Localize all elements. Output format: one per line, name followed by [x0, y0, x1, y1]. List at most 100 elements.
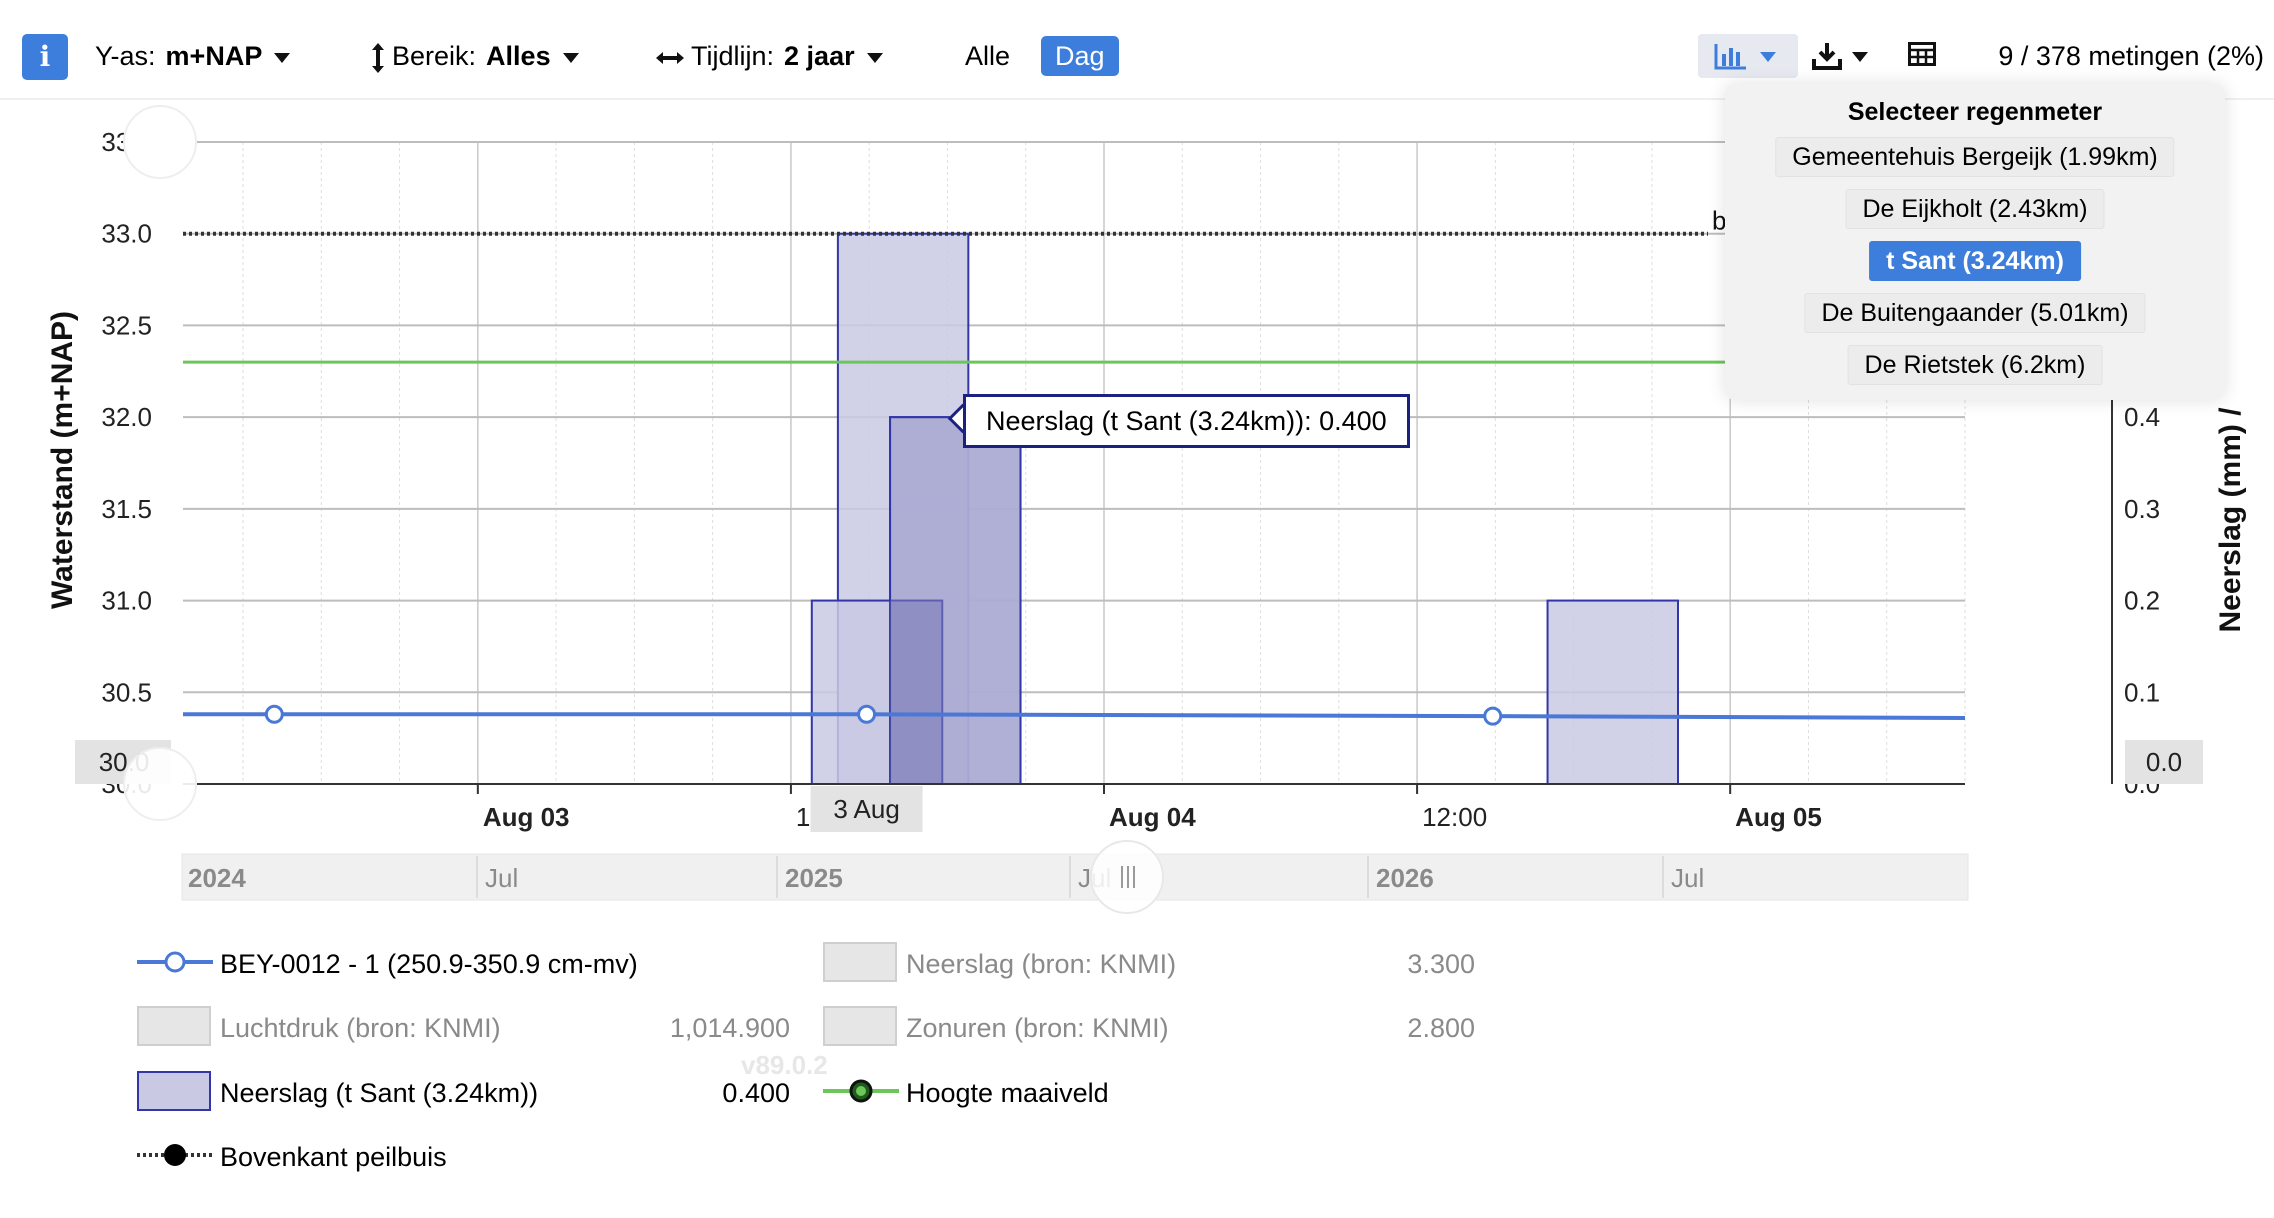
y2-tick-label: 0.0: [2124, 769, 2160, 799]
tijdlijn-label: Tijdlijn:: [691, 41, 775, 71]
legend-item[interactable]: Luchtdruk (bron: KNMI): [220, 1013, 501, 1043]
tooltip: Neerslag (t Sant (3.24km)): 0.400: [963, 394, 1410, 448]
bereik-select[interactable]: Bereik: Alles: [370, 34, 579, 78]
navigator-label: 2025: [785, 863, 843, 893]
y2-axis-title: Neerslag (mm) /: [2214, 407, 2247, 633]
waterstand-marker: [1483, 706, 1503, 726]
tijdlijn-value: 2 jaar: [784, 41, 855, 71]
rain-bar-overlap: [890, 600, 943, 784]
crosshair-x-label: 3 Aug: [833, 794, 900, 824]
y2-tick-label: 0.4: [2124, 402, 2160, 432]
y-tick-label: 30.5: [101, 677, 152, 707]
navigator-label: Jul: [485, 863, 518, 893]
chevron-down-icon: [1852, 52, 1868, 62]
legend-symbol[interactable]: [823, 1004, 899, 1048]
rain-bar-highlight: [889, 416, 1022, 785]
navigator-label: 2026: [1376, 863, 1434, 893]
x-tick-label: Aug 04: [1109, 802, 1196, 832]
y-zoom-handle-top[interactable]: [123, 105, 197, 179]
yaxis-value: m+NAP: [165, 41, 263, 71]
dropdown-item[interactable]: t Sant (3.24km): [1869, 241, 2081, 281]
rain-bar: [810, 599, 944, 785]
y-tick-label: 32.0: [101, 402, 152, 432]
waterstand-line: [183, 712, 1966, 720]
info-icon: i: [39, 40, 51, 73]
y-tick-label: 31.0: [101, 586, 152, 616]
series-lines: b: [183, 206, 1966, 726]
legend-symbol[interactable]: [823, 940, 899, 984]
measurement-count: 9 / 378 metingen (2%): [1998, 41, 2264, 71]
download-button[interactable]: [1810, 34, 1880, 78]
y2-tick-label: 0.1: [2124, 677, 2160, 707]
grip-icon: [1121, 866, 1135, 888]
crosshair-y2-label: 0.0: [2146, 747, 2182, 777]
bereik-value: Alles: [486, 41, 551, 71]
navigator[interactable]: 2024 Jul 2025 Jul 2026 Jul: [181, 840, 1969, 914]
legend-item[interactable]: BEY-0012 - 1 (250.9-350.9 cm-mv): [220, 949, 638, 979]
legend-value: 0.400: [722, 1078, 790, 1108]
legend-item[interactable]: Zonuren (bron: KNMI): [906, 1013, 1169, 1043]
rain-gauge-dropdown: Selecteer regenmeter Gemeentehuis Bergei…: [1725, 84, 2225, 400]
table-icon: [1908, 42, 1936, 66]
waterstand-marker: [264, 704, 284, 724]
legend-item[interactable]: Neerslag (bron: KNMI): [906, 949, 1177, 979]
y-tick-label: 32.5: [101, 310, 152, 340]
legend-item[interactable]: Neerslag (t Sant (3.24km)): [220, 1078, 539, 1108]
table-button[interactable]: [1908, 42, 1938, 70]
x-tick-label: Aug 05: [1735, 802, 1822, 832]
rain-bar: [1546, 599, 1680, 785]
legend-item[interactable]: Hoogte maaiveld: [906, 1078, 1109, 1108]
dropdown-item[interactable]: Gemeentehuis Bergeijk (1.99km): [1775, 137, 2175, 177]
dropdown-item[interactable]: De Rietstek (6.2km): [1847, 345, 2103, 385]
legend-symbol[interactable]: [137, 1133, 213, 1177]
toolbar: i Y-as: m+NAP Bereik: Alles Tijdlijn: 2 jaa…: [0, 0, 2274, 100]
y-tick-label: 31.5: [101, 494, 152, 524]
vertical-arrows-icon: [372, 42, 384, 73]
grid: [183, 141, 1966, 785]
legend-item[interactable]: Bovenkant peilbuis: [220, 1142, 447, 1172]
bar-chart-icon: [1714, 44, 1746, 70]
chart-type-button[interactable]: [1698, 34, 1798, 78]
info-button[interactable]: i: [22, 34, 68, 80]
navigator-track: [181, 853, 1969, 901]
dropdown-item[interactable]: De Eijkholt (2.43km): [1845, 189, 2105, 229]
yaxis-select[interactable]: Y-as: m+NAP: [95, 34, 291, 78]
legend-symbol[interactable]: [137, 1069, 213, 1113]
alle-button[interactable]: Alle: [965, 41, 1011, 71]
legend-value: 2.800: [1407, 1013, 1475, 1043]
legend-symbol[interactable]: [823, 1069, 899, 1113]
dropdown-title: Selecteer regenmeter: [1847, 98, 2103, 126]
y-axis-title: Waterstand (m+NAP): [46, 311, 79, 609]
y2-tick-label: 0.2: [2124, 586, 2160, 616]
legend-value: 3.300: [1407, 949, 1475, 979]
dag-button[interactable]: Dag: [1041, 36, 1119, 76]
version-label: v89.0.2: [741, 1050, 828, 1080]
x-tick-label: Aug 03: [483, 802, 570, 832]
navigator-label: Jul: [1671, 863, 1704, 893]
navigator-label: 2024: [188, 863, 246, 893]
chevron-down-icon: [866, 52, 883, 63]
yaxis-label: Y-as:: [95, 41, 156, 71]
y-zoom-handle-bottom[interactable]: [123, 747, 197, 821]
dropdown-item[interactable]: De Buitengaander (5.01km): [1804, 293, 2146, 333]
chevron-down-icon: [274, 52, 291, 63]
chevron-down-icon: [1760, 52, 1776, 62]
legend-value: 1,014.900: [669, 1013, 790, 1043]
crosshair-y2-label-bg: [2125, 740, 2203, 784]
rain-bar: [836, 232, 970, 785]
horizontal-arrows-icon: [656, 51, 684, 64]
crosshair-y-label-bg: [75, 740, 171, 784]
navigator-handle[interactable]: [1090, 840, 1164, 914]
legend-symbol[interactable]: [137, 940, 213, 984]
waterstand-marker: [857, 704, 877, 724]
navigator-label: Jul: [1078, 863, 1111, 893]
bars: [810, 232, 1680, 785]
crosshair-x-label-bg: [810, 786, 923, 832]
x-tick-label: 12:00: [1422, 802, 1487, 832]
legend-symbol[interactable]: [137, 1004, 213, 1048]
crosshair-y-label: 30.0: [99, 747, 150, 777]
tijdlijn-select[interactable]: Tijdlijn: 2 jaar: [655, 34, 883, 78]
chevron-down-icon: [562, 52, 579, 63]
rain-bar: [889, 416, 1022, 785]
y-tick-label: 33.0: [101, 219, 152, 249]
